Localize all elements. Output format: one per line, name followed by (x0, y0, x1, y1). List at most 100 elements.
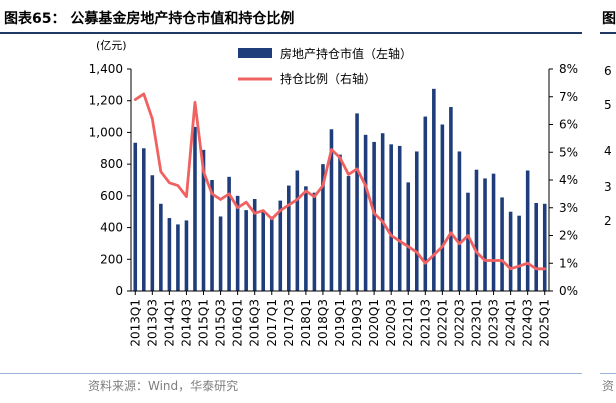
left-tick-label: 1,200 (89, 94, 123, 108)
bar-2014Q4 (193, 126, 197, 291)
bar-2018Q3 (321, 164, 325, 291)
left-axis-unit: (亿元) (96, 39, 127, 52)
left-tick-label: 400 (100, 221, 123, 235)
x-tick-label: 2015Q1 (197, 299, 211, 347)
right-tick-label: 1% (559, 256, 578, 270)
bar-2016Q3 (252, 199, 257, 291)
chart: (亿元) 0 200 400 600 800 1,000 1,200 1,400 0% 1% 2%… (89, 39, 578, 347)
bar-2019Q4 (363, 134, 368, 291)
bar-2016Q1 (235, 195, 240, 291)
bar-2020Q3 (389, 144, 393, 291)
x-tick-label: 2021Q3 (418, 299, 432, 347)
bar-2021Q2 (414, 151, 419, 291)
right-tick-label: 4% (559, 173, 578, 187)
x-tick-label: 2020Q3 (384, 299, 398, 347)
bar-2024Q2 (517, 215, 521, 291)
right-tick-label: 8% (559, 62, 578, 76)
bar-2015Q4 (227, 176, 231, 291)
left-tick-label: 0 (115, 284, 123, 298)
bar-2019Q3 (355, 113, 359, 292)
bar-2025Q1 (542, 203, 547, 291)
bar-2016Q2 (244, 210, 248, 291)
bar-2022Q4 (466, 192, 470, 291)
left-tick-label: 600 (100, 189, 123, 203)
x-tick-label: 2022Q1 (435, 299, 449, 347)
x-tick-label: 2014Q1 (162, 299, 176, 347)
left-tick-label: 200 (100, 252, 123, 266)
bar-2019Q1 (338, 154, 342, 291)
bar-2022Q2 (449, 107, 453, 291)
right-tick-label: 5% (559, 145, 578, 159)
bar-2016Q4 (261, 211, 266, 291)
right-tick-label: 7% (559, 90, 578, 104)
bar-2018Q2 (312, 192, 317, 291)
bar-2024Q1 (508, 211, 513, 291)
x-tick-label: 2018Q3 (316, 299, 330, 347)
legend: 房地产持仓市值（左轴） 持仓比例（右轴） (238, 46, 412, 86)
adjacent-figure-edge: 图 6 5 4 3 2 资 (600, 11, 616, 393)
bar-2013Q2 (142, 148, 146, 291)
x-tick-label: 2014Q3 (179, 299, 193, 347)
bar-2015Q3 (218, 216, 223, 291)
x-tick-label: 2020Q1 (367, 299, 381, 347)
bar-2017Q1 (269, 216, 274, 291)
x-tick-label: 2019Q1 (333, 299, 347, 347)
right-tick-label: 3% (559, 201, 578, 215)
right-axis-ticks: 0% 1% 2% 3% 4% 5% 6% 7% 8% (559, 62, 578, 298)
right-tick-label: 2% (559, 229, 578, 243)
bar-2021Q4 (432, 88, 436, 291)
x-tick-label: 2013Q3 (145, 299, 159, 347)
left-axis-ticks: 0 200 400 600 800 1,000 1,200 1,400 (89, 62, 123, 298)
left-tick-label: 1,400 (89, 62, 123, 76)
x-tick-label: 2023Q1 (469, 299, 483, 347)
legend-bar-label: 房地产持仓市值（左轴） (280, 46, 412, 61)
bar-2020Q4 (397, 145, 402, 291)
x-tick-label: 2022Q3 (452, 299, 466, 347)
x-tick-label: 2016Q3 (248, 299, 262, 347)
left-tick-label: 1,000 (89, 125, 123, 139)
ratio-line (133, 92, 547, 271)
bar-2017Q2 (278, 200, 283, 291)
x-tick-label: 2019Q3 (350, 299, 364, 347)
line-series (133, 92, 547, 271)
x-tick-label: 2018Q1 (299, 299, 313, 347)
x-tick-label: 2017Q3 (282, 299, 296, 347)
bar-2014Q1 (167, 218, 172, 291)
bar-2015Q2 (210, 180, 214, 291)
bar-2017Q3 (287, 185, 291, 291)
bar-2015Q1 (201, 149, 206, 291)
legend-line-label: 持仓比例（右轴） (280, 71, 376, 86)
bar-2017Q4 (295, 170, 300, 291)
right-tick-label: 6% (559, 118, 578, 132)
x-tick-label: 2017Q1 (265, 299, 279, 347)
bar-2023Q1 (474, 169, 479, 291)
bar-series (133, 88, 547, 292)
x-tick-label: 2023Q3 (487, 299, 501, 347)
bar-2019Q2 (346, 176, 351, 291)
left-tick-label: 800 (100, 157, 123, 171)
bar-2013Q1 (133, 142, 138, 291)
bar-2018Q4 (329, 129, 334, 291)
x-tick-label: 2015Q3 (214, 299, 228, 347)
bar-2020Q1 (372, 141, 376, 291)
x-tick-label: 2021Q1 (401, 299, 415, 347)
bar-2024Q3 (525, 170, 530, 291)
x-tick-label: 2025Q1 (538, 299, 552, 347)
bar-2014Q2 (176, 224, 180, 291)
bar-2013Q4 (159, 203, 163, 291)
bar-2021Q3 (423, 116, 428, 291)
bar-2021Q1 (406, 182, 411, 291)
bar-2024Q4 (534, 202, 538, 291)
bar-2022Q3 (457, 151, 462, 291)
axes (127, 68, 553, 295)
bar-2023Q2 (483, 178, 487, 291)
title-rule (0, 32, 582, 34)
bar-2023Q3 (491, 173, 496, 291)
bar-2020Q2 (380, 133, 385, 291)
source-note: 资料来源：Wind，华泰研究 (88, 379, 239, 393)
figure-title: 图表65： 公募基金房地产持仓市值和持仓比例 (4, 11, 295, 27)
bar-2022Q1 (440, 124, 445, 291)
legend-bar-swatch (238, 48, 272, 58)
x-tick-label: 2016Q1 (231, 299, 245, 347)
right-tick-label: 0% (559, 284, 578, 298)
